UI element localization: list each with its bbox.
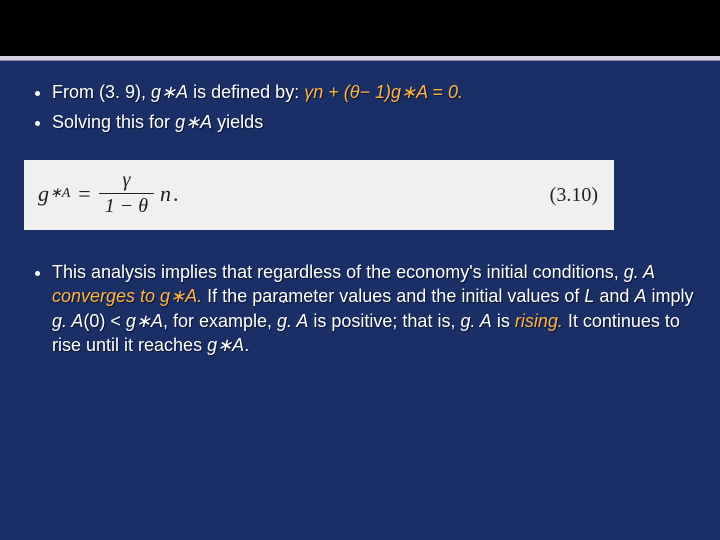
text: and xyxy=(594,286,634,306)
title-bar xyxy=(0,0,720,56)
bullet-list-bottom: This analysis implies that regardless of… xyxy=(24,260,696,363)
var-gA: g∗A xyxy=(175,112,212,132)
highlight-rising: rising. xyxy=(515,311,563,331)
bullet-item: From (3. 9), g∗A is defined by: γn + (θ−… xyxy=(52,80,696,104)
var-g: g xyxy=(38,181,49,207)
text: is xyxy=(492,311,515,331)
var-gA: g. A xyxy=(624,262,655,282)
var-n: n xyxy=(160,181,171,207)
subscript-A: A xyxy=(62,186,71,202)
var-gdotA: g. A xyxy=(277,309,308,333)
var-A: A xyxy=(634,286,646,306)
text: This analysis implies that regardless of… xyxy=(52,262,624,282)
text: is positive; that is, xyxy=(308,311,460,331)
bullet-item: Solving this for g∗A yields xyxy=(52,110,696,134)
equation-lhs: g∗A xyxy=(38,181,70,207)
fraction-numerator: γ xyxy=(116,170,136,193)
equation-number: (3.10) xyxy=(550,184,598,207)
text: , for example, xyxy=(163,311,277,331)
period: . xyxy=(173,181,179,207)
var-gA0: g. A xyxy=(52,311,83,331)
text: . xyxy=(244,335,249,355)
var-gA: g. A xyxy=(460,311,491,331)
bullet-list-top: From (3. 9), g∗A is defined by: γn + (θ−… xyxy=(24,80,696,141)
text: is defined by: xyxy=(188,82,304,102)
horizontal-rule xyxy=(0,56,720,61)
text: (0) < xyxy=(83,311,126,331)
text: Solving this for xyxy=(52,112,175,132)
bullet-item: This analysis implies that regardless of… xyxy=(52,260,696,357)
var-gstarA: g∗A xyxy=(126,311,163,331)
equals-sign: = xyxy=(78,181,90,207)
superscript-star: ∗ xyxy=(50,185,62,202)
equation-box: g∗A = γ 1 − θ n. (3.10) xyxy=(24,160,614,230)
var-gstarA: g∗A xyxy=(207,335,244,355)
highlight-converges: converges to g∗A. xyxy=(52,286,202,306)
text: yields xyxy=(212,112,263,132)
fraction: γ 1 − θ xyxy=(99,170,154,217)
slide: From (3. 9), g∗A is defined by: γn + (θ−… xyxy=(0,0,720,540)
var-gA: g∗A xyxy=(151,82,188,102)
var-L: L xyxy=(584,286,594,306)
equation: g∗A = γ 1 − θ n. xyxy=(38,170,179,217)
text: If the parameter values and the initial … xyxy=(202,286,584,306)
text: imply xyxy=(646,286,693,306)
fraction-denominator: 1 − θ xyxy=(99,193,154,217)
text: From (3. 9), xyxy=(52,82,151,102)
equation-inline: γn + (θ− 1)g∗A = 0. xyxy=(304,82,463,102)
